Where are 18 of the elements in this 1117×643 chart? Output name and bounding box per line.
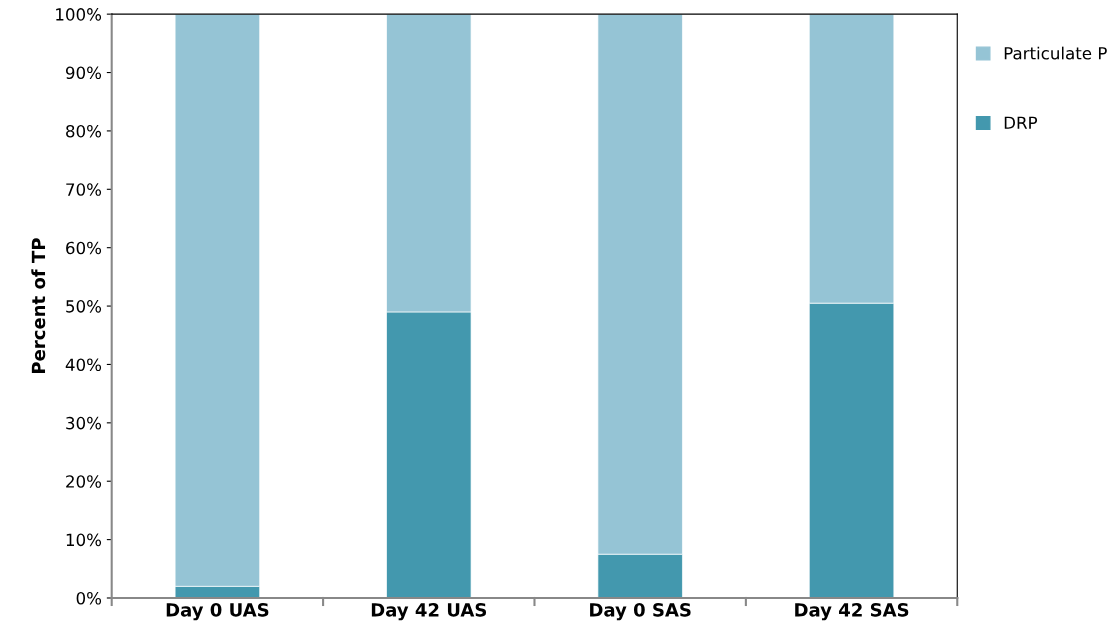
legend-label: DRP	[1004, 116, 1038, 129]
legend-label: Particulate P	[1004, 46, 1107, 60]
y-tick-label: 100%	[56, 8, 102, 21]
y-tick-label: 30%	[66, 416, 102, 430]
x-tick-label: Day 42 SAS	[795, 603, 909, 621]
x-tick-label: Day 0 SAS	[590, 603, 691, 621]
y-tick-label: 80%	[66, 124, 102, 138]
y-tick-label: 10%	[66, 533, 102, 547]
y-axis-title: Percent of TP	[31, 238, 46, 374]
y-tick-label: 60%	[66, 241, 102, 255]
x-tick-label: Day 42 UAS	[371, 603, 487, 621]
y-tick-label: 90%	[65, 66, 102, 80]
x-tick-label: Day 0 UAS	[166, 603, 269, 621]
y-tick-label: 40%	[65, 358, 102, 372]
y-tick-label: 20%	[66, 475, 102, 488]
y-tick-label: 0%	[76, 591, 102, 605]
y-tick-label: 70%	[66, 183, 102, 196]
y-tick-label: 50%	[66, 300, 102, 313]
